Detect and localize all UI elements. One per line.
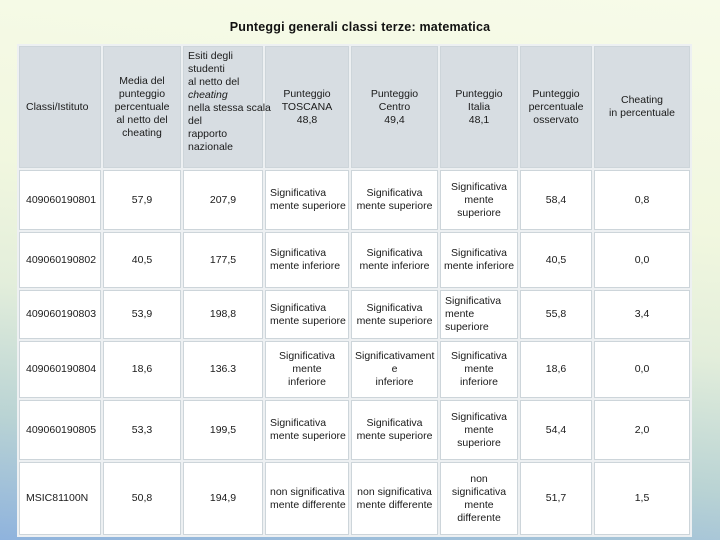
cell-vs-italia: Significativa mente inferiore [440, 232, 518, 288]
cell-punteggio-osservato: 58,4 [520, 170, 592, 230]
cell-vs-italia: Significativa mente superiore [440, 170, 518, 230]
cell-vs-toscana: Significativa mente superiore [265, 290, 349, 339]
cell-cheating: 0,0 [594, 232, 690, 288]
results-table: Classi/Istituto Media del punteggio perc… [17, 44, 692, 537]
header-punteggio-centro: Punteggio Centro 49,4 [351, 46, 438, 168]
cell-vs-toscana: Significativa mente superiore [265, 400, 349, 460]
cell-media-punteggio: 53,9 [103, 290, 181, 339]
cell-esiti: 198,8 [183, 290, 263, 339]
table-row: 409060190803 53,9 198,8 Significativa me… [19, 290, 690, 339]
table-row: 409060190804 18,6 136.3 Significativa me… [19, 341, 690, 398]
cell-vs-italia: non significativa mente differente [440, 462, 518, 535]
header-esiti-cheating-italic: cheating [188, 89, 228, 101]
page-title: Punteggi generali classi terze: matemati… [229, 20, 491, 34]
cell-media-punteggio: 53,3 [103, 400, 181, 460]
cell-esiti: 194,9 [183, 462, 263, 535]
cell-istituto: 409060190801 [19, 170, 101, 230]
cell-punteggio-osservato: 51,7 [520, 462, 592, 535]
table-row: MSIC81100N 50,8 194,9 non significativa … [19, 462, 690, 535]
cell-istituto: 409060190804 [19, 341, 101, 398]
cell-vs-centro: Significativa mente superiore [351, 290, 438, 339]
cell-media-punteggio: 18,6 [103, 341, 181, 398]
cell-istituto: MSIC81100N [19, 462, 101, 535]
cell-media-punteggio: 50,8 [103, 462, 181, 535]
cell-media-punteggio: 40,5 [103, 232, 181, 288]
cell-punteggio-osservato: 18,6 [520, 341, 592, 398]
cell-istituto: 409060190805 [19, 400, 101, 460]
cell-cheating: 0,0 [594, 341, 690, 398]
table-row: 409060190802 40,5 177,5 Significativa me… [19, 232, 690, 288]
cell-punteggio-osservato: 54,4 [520, 400, 592, 460]
cell-vs-centro: Significativa mente inferiore [351, 232, 438, 288]
header-punteggio-osservato: Punteggio percentuale osservato [520, 46, 592, 168]
cell-vs-toscana: Significativa mente inferiore [265, 341, 349, 398]
cell-istituto: 409060190802 [19, 232, 101, 288]
cell-cheating: 2,0 [594, 400, 690, 460]
header-punteggio-italia: Punteggio Italia 48,1 [440, 46, 518, 168]
cell-vs-italia: Significativa mente inferiore [440, 341, 518, 398]
cell-vs-toscana: Significativa mente superiore [265, 170, 349, 230]
cell-cheating: 1,5 [594, 462, 690, 535]
header-esiti-part2: nella stessa scala del rapporto nazional… [188, 102, 271, 153]
table-row: 409060190805 53,3 199,5 Significativa me… [19, 400, 690, 460]
cell-cheating: 0,8 [594, 170, 690, 230]
cell-vs-toscana: non significativa mente differente [265, 462, 349, 535]
cell-punteggio-osservato: 55,8 [520, 290, 592, 339]
header-media-punteggio: Media del punteggio percentuale al netto… [103, 46, 181, 168]
cell-esiti: 177,5 [183, 232, 263, 288]
cell-vs-centro: Significativa mente superiore [351, 400, 438, 460]
cell-vs-italia: Significativa mente superiore [440, 400, 518, 460]
cell-vs-italia: Significativa mente superiore [440, 290, 518, 339]
cell-punteggio-osservato: 40,5 [520, 232, 592, 288]
cell-vs-centro: Significativa mente superiore [351, 170, 438, 230]
cell-vs-centro: Significativament e inferiore [351, 341, 438, 398]
header-esiti-studenti: Esiti degli studenti al netto del cheati… [183, 46, 271, 168]
cell-esiti: 207,9 [183, 170, 263, 230]
header-esiti-part1: Esiti degli studenti al netto del [188, 50, 240, 88]
header-cheating-percentuale: Cheating in percentuale [594, 46, 690, 168]
cell-esiti: 199,5 [183, 400, 263, 460]
cell-istituto: 409060190803 [19, 290, 101, 339]
cell-vs-toscana: Significativa mente inferiore [265, 232, 349, 288]
cell-esiti: 136.3 [183, 341, 263, 398]
header-punteggio-toscana: Punteggio TOSCANA 48,8 [265, 46, 349, 168]
table-row: 409060190801 57,9 207,9 Significativa me… [19, 170, 690, 230]
cell-media-punteggio: 57,9 [103, 170, 181, 230]
cell-cheating: 3,4 [594, 290, 690, 339]
cell-vs-centro: non significativa mente differente [351, 462, 438, 535]
header-classi-istituto: Classi/Istituto [19, 46, 101, 168]
header-row: Classi/Istituto Media del punteggio perc… [19, 46, 690, 168]
